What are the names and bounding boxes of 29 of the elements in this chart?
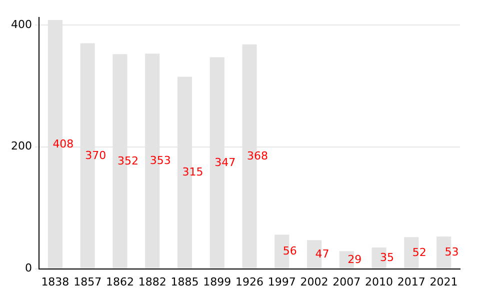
x-tick-label: 1899	[203, 275, 232, 288]
data-label: 408	[52, 137, 74, 150]
x-tick-label: 1882	[138, 275, 166, 288]
data-label: 370	[85, 148, 106, 162]
y-tick-label: 400	[10, 18, 32, 31]
x-tick-label: 1862	[106, 275, 134, 288]
x-tick-label: 2010	[365, 275, 394, 288]
data-label: 35	[380, 250, 394, 264]
x-tick-label: 1838	[41, 275, 70, 288]
x-tick-label: 1926	[236, 275, 264, 288]
x-tick-label: 2002	[300, 275, 328, 288]
data-label: 29	[348, 252, 362, 266]
x-tick-label: 2017	[397, 275, 426, 288]
y-tick-label: 200	[10, 140, 32, 153]
data-label: 315	[182, 166, 204, 179]
x-tick-label: 1997	[268, 275, 296, 288]
data-label: 347	[214, 156, 236, 169]
data-label: 368	[247, 149, 268, 162]
x-tick-label: 2007	[332, 275, 361, 288]
data-label: 52	[412, 246, 426, 259]
y-tick-label: 0	[24, 262, 32, 275]
data-label: 352	[117, 154, 138, 168]
x-tick-label: 2021	[430, 275, 458, 288]
x-tick-label: 1885	[170, 275, 199, 288]
data-label: 56	[282, 244, 297, 258]
x-tick-label: 1857	[74, 275, 102, 288]
data-label: 47	[315, 247, 330, 260]
data-label: 53	[444, 246, 459, 258]
data-label: 353	[150, 154, 171, 168]
